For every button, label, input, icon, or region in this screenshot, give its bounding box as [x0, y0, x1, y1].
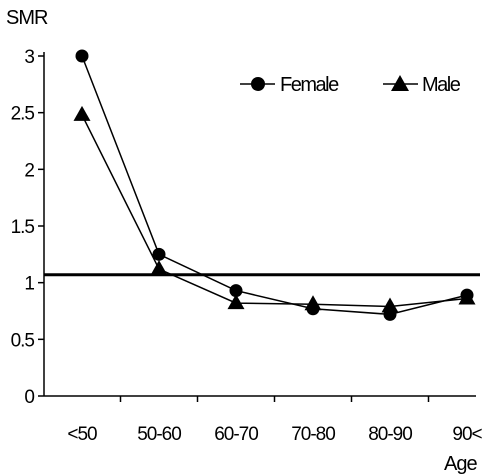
legend-male-label: Male: [422, 74, 461, 96]
x-tick-label: 80-90: [368, 424, 412, 445]
legend: Female Male: [240, 74, 462, 96]
x-ticks: <50 50-60 60-70 70-80 80-90 90<: [67, 396, 483, 445]
x-tick-label: <50: [67, 424, 97, 445]
y-ticks: 0 0.5 1 1.5 2 2.5 3: [11, 47, 44, 408]
series-female-point: [152, 247, 166, 261]
y-tick-label: 0.5: [11, 330, 35, 351]
series-male-point: [227, 294, 245, 310]
x-tick-label: 70-80: [291, 424, 335, 445]
x-tick-label: 50-60: [137, 424, 181, 445]
y-tick-label: 0: [24, 387, 34, 408]
y-tick-label: 1: [24, 274, 34, 295]
series-male-line: [81, 114, 468, 308]
x-tick-label: 60-70: [214, 424, 258, 445]
legend-male-marker: [391, 75, 409, 91]
y-tick-label: 2.5: [11, 104, 35, 125]
series-female-point: [229, 284, 243, 298]
x-tick-label: 90<: [452, 424, 482, 445]
y-tick-label: 3: [24, 47, 34, 68]
series-male-point: [381, 297, 399, 313]
y-axis-label: SMR: [6, 7, 48, 29]
series-male-point: [304, 295, 322, 311]
y-tick-label: 1.5: [11, 217, 35, 238]
series-female-line: [81, 55, 468, 316]
series-male-point: [458, 289, 476, 305]
series-layer: [73, 49, 476, 321]
series-female-point: [75, 49, 89, 63]
series-male-point: [73, 105, 91, 121]
series-male-point: [150, 260, 168, 276]
legend-female-label: Female: [280, 74, 339, 96]
x-axis-label: Age: [444, 453, 477, 475]
y-tick-label: 2: [24, 160, 34, 181]
legend-female-marker: [251, 77, 265, 91]
